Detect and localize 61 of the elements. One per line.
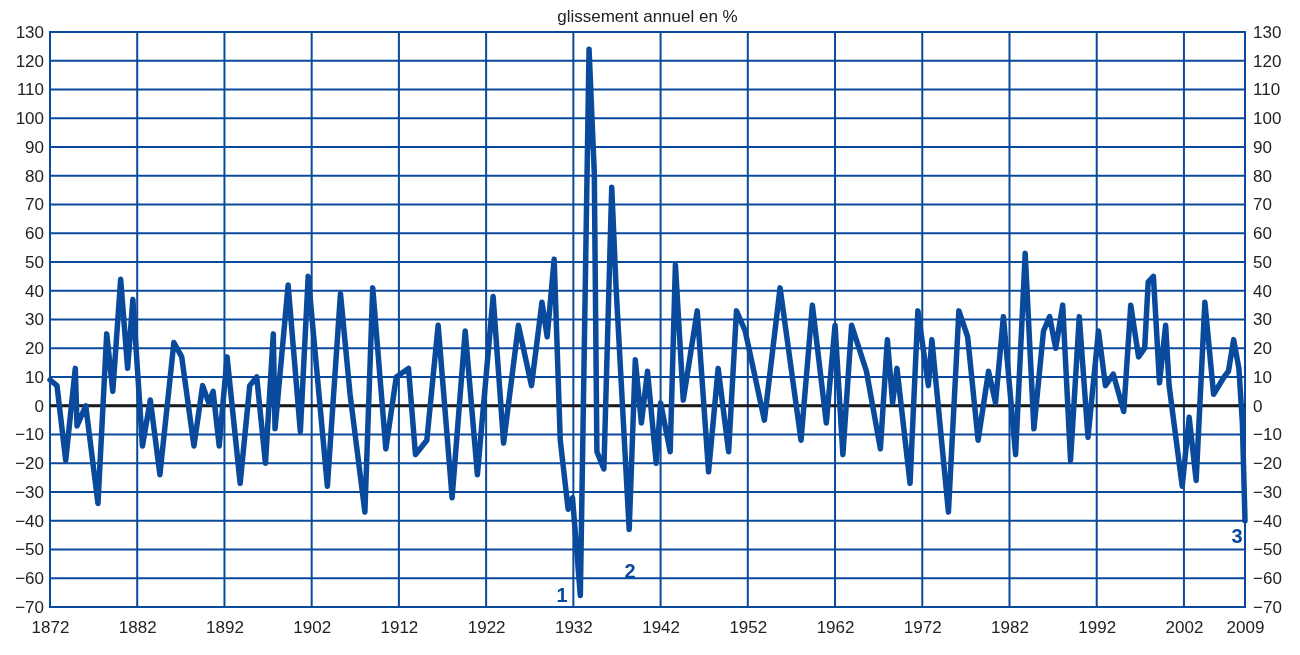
y-tick-label: 80 <box>25 166 44 186</box>
y2-tick-label: −10 <box>1253 425 1282 445</box>
y2-tick-label: 40 <box>1253 281 1272 301</box>
y2-tick-label: 110 <box>1253 80 1281 100</box>
y2-tick-label: −50 <box>1253 540 1282 560</box>
y-tick-label: −40 <box>15 511 44 531</box>
y2-tick-label: −40 <box>1253 511 1282 531</box>
y-tick-label: 110 <box>16 80 44 100</box>
x-tick-label: 1902 <box>293 618 332 638</box>
x-tick-label: 1992 <box>1078 618 1117 638</box>
chart-title: glissement annuel en % <box>557 7 738 26</box>
x-tick-label: 2009 <box>1226 618 1265 638</box>
y-tick-label: −60 <box>15 569 44 589</box>
y2-tick-label: 0 <box>1253 396 1263 416</box>
x-tick-label: 1932 <box>554 618 593 638</box>
y-tick-label: 60 <box>25 224 44 244</box>
y2-tick-label: −20 <box>1253 454 1282 474</box>
y-tick-label: 20 <box>25 339 44 359</box>
y2-tick-label: 30 <box>1253 310 1272 330</box>
y2-tick-label: 80 <box>1253 166 1272 186</box>
y-tick-label: 120 <box>15 51 44 71</box>
x-tick-label: 1922 <box>467 618 506 638</box>
y2-tick-label: 60 <box>1253 224 1272 244</box>
y-tick-label: −30 <box>15 482 44 502</box>
x-tick-label: 2002 <box>1165 618 1204 638</box>
annotation: 1 <box>556 584 568 606</box>
y2-tick-label: 50 <box>1253 252 1272 272</box>
y-tick-label: 100 <box>15 109 44 129</box>
y-tick-label: 70 <box>25 195 44 215</box>
y-tick-label: 90 <box>25 137 44 157</box>
y2-tick-label: −60 <box>1253 569 1282 589</box>
y2-tick-label: 90 <box>1253 137 1272 157</box>
x-tick-label: 1872 <box>31 618 70 638</box>
y2-tick-label: 130 <box>1253 22 1282 42</box>
x-tick-label: 1962 <box>816 618 855 638</box>
y-tick-label: −10 <box>15 425 44 445</box>
x-tick-label: 1952 <box>729 618 768 638</box>
y2-tick-label: −30 <box>1253 482 1282 502</box>
y2-tick-label: 10 <box>1253 367 1272 387</box>
y-tick-label: 0 <box>34 396 44 416</box>
y-tick-label: −70 <box>15 597 44 617</box>
y-tick-label: −50 <box>15 540 44 560</box>
x-tick-label: 1892 <box>206 618 244 638</box>
y2-tick-label: 70 <box>1253 195 1272 215</box>
x-tick-label: 1882 <box>118 618 157 638</box>
annotation: 2 <box>624 560 636 582</box>
y-tick-label: 30 <box>25 310 44 330</box>
y-tick-label: 10 <box>25 367 44 387</box>
y2-tick-label: −70 <box>1253 597 1282 617</box>
x-tick-label: 1982 <box>991 618 1029 638</box>
y-tick-label: 40 <box>25 281 44 301</box>
y2-tick-label: 100 <box>1253 109 1282 129</box>
y2-tick-label: 120 <box>1253 51 1282 71</box>
y-tick-label: −20 <box>15 454 44 474</box>
x-tick-label: 1972 <box>903 618 942 638</box>
y-tick-label: 130 <box>15 22 44 42</box>
x-tick-label: 1912 <box>380 618 419 638</box>
y-tick-label: 50 <box>25 252 44 272</box>
annotation: 3 <box>1231 525 1243 547</box>
x-tick-label: 1942 <box>642 618 680 638</box>
y2-tick-label: 20 <box>1253 339 1272 359</box>
